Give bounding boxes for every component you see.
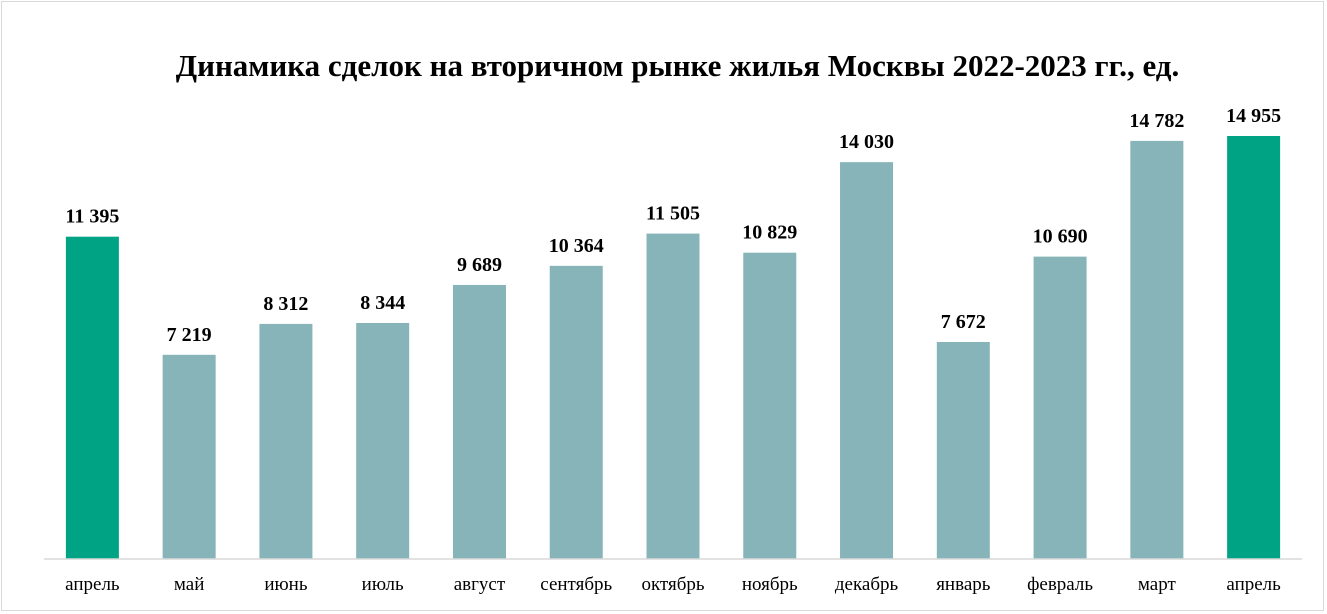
bars-group <box>65 136 1281 559</box>
category-label-8: декабрь <box>835 574 899 595</box>
category-label-2: июнь <box>264 574 308 595</box>
chart-title: Динамика сделок на вторичном рынке жилья… <box>175 48 1180 83</box>
category-label-9: январь <box>936 574 991 595</box>
bar-3 <box>356 322 410 559</box>
value-label-12: 14 955 <box>1226 105 1281 127</box>
value-label-6: 11 505 <box>646 203 700 225</box>
value-label-11: 14 782 <box>1129 110 1184 132</box>
category-labels-group: апрель май июнь июль август сентябрь октябрь но… <box>65 574 1281 595</box>
bar-10 <box>1033 256 1087 559</box>
category-label-0: апрель <box>65 574 120 595</box>
bar-6 <box>646 233 700 559</box>
value-label-7: 10 829 <box>742 222 797 244</box>
bar-11 <box>1130 140 1184 559</box>
value-label-9: 7 672 <box>941 311 986 333</box>
category-label-12: апрель <box>1226 574 1281 595</box>
value-label-1: 7 219 <box>167 324 212 346</box>
value-label-10: 10 690 <box>1033 226 1088 248</box>
category-label-4: август <box>454 574 506 595</box>
value-label-2: 8 312 <box>263 293 308 315</box>
bar-1 <box>162 354 216 559</box>
category-label-3: июль <box>362 574 404 595</box>
value-label-3: 8 344 <box>360 292 405 314</box>
category-label-5: сентябрь <box>540 574 612 595</box>
bar-7 <box>743 252 797 559</box>
category-label-1: май <box>174 574 205 595</box>
value-labels-group: 11 395 7 219 8 312 8 344 9 689 10 364 11 505 10… <box>65 105 1281 346</box>
value-label-8: 14 030 <box>839 131 894 153</box>
bar-12 <box>1227 136 1281 559</box>
category-label-6: октябрь <box>641 574 704 595</box>
bar-0 <box>65 236 119 559</box>
bar-8 <box>840 162 894 559</box>
category-label-10: февраль <box>1027 574 1093 595</box>
bar-2 <box>259 323 313 559</box>
value-label-0: 11 395 <box>65 206 119 228</box>
category-label-7: ноябрь <box>742 574 798 595</box>
bar-4 <box>452 284 506 559</box>
category-label-11: март <box>1138 574 1177 595</box>
value-label-4: 9 689 <box>457 254 502 276</box>
bar-5 <box>549 265 603 559</box>
value-label-5: 10 364 <box>549 235 604 257</box>
bar-9 <box>936 342 990 559</box>
